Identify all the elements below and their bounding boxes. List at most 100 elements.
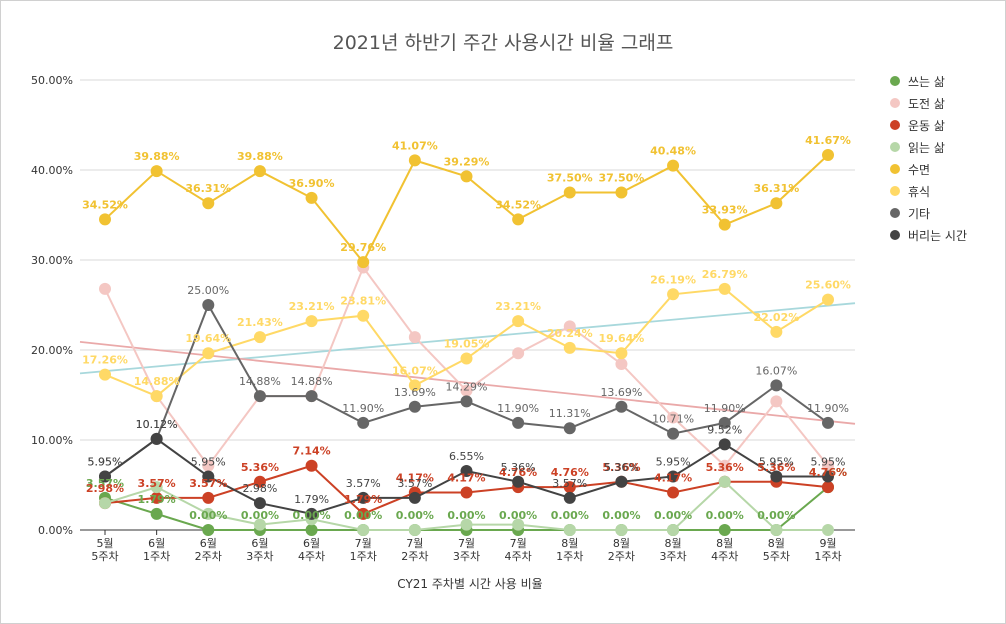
x-tick-label: 1주차 (556, 550, 583, 563)
data-label: 11.90% (807, 402, 849, 415)
x-tick-label: 1주차 (350, 550, 377, 563)
data-label: 25.60% (805, 279, 851, 292)
data-label: 23.21% (495, 300, 541, 313)
data-point (460, 384, 473, 397)
data-point (460, 170, 473, 183)
legend-swatch (890, 120, 900, 130)
data-label: 37.50% (547, 172, 593, 185)
data-label: 6.55% (449, 450, 484, 463)
data-point (408, 379, 421, 392)
data-label: 2.98% (242, 482, 277, 495)
data-label: 22.02% (753, 311, 799, 324)
data-label: 1.79% (344, 493, 382, 506)
data-point (667, 427, 680, 440)
x-tick-label: 7월 (406, 537, 423, 550)
data-label: 3.57% (552, 477, 587, 490)
x-tick-label: 5월 (96, 537, 113, 550)
legend-item: 운동 삶 (890, 114, 967, 136)
data-point (357, 416, 370, 429)
data-point (99, 368, 111, 381)
data-label: 13.69% (394, 386, 436, 399)
data-point (253, 331, 266, 344)
legend-item: 도전 삶 (890, 92, 967, 114)
data-label: 4.17% (447, 471, 485, 484)
data-label: 17.26% (82, 354, 128, 367)
y-tick-label: 40.00% (31, 164, 73, 177)
data-point (305, 191, 318, 204)
y-tick-label: 30.00% (31, 254, 73, 267)
data-point (667, 288, 680, 301)
data-point (357, 309, 370, 322)
data-point (305, 507, 318, 520)
data-label: 5.36% (604, 461, 639, 474)
data-label: 5.36% (602, 461, 640, 474)
data-label: 7.14% (292, 445, 330, 458)
data-point (667, 411, 680, 424)
legend-label: 읽는 삶 (908, 140, 945, 155)
data-label: 0.00% (654, 509, 692, 522)
data-label: 41.67% (805, 134, 851, 147)
x-tick-label: 5주차 (763, 550, 790, 563)
y-tick-label: 10.00% (31, 434, 73, 447)
x-tick-label: 1주차 (814, 550, 841, 563)
data-point (202, 470, 215, 483)
data-label: 3.57% (397, 477, 432, 490)
data-label: 4.17% (396, 471, 434, 484)
data-point (99, 470, 111, 483)
data-label: 4.76% (499, 466, 537, 479)
data-point (253, 497, 266, 510)
data-point (615, 357, 628, 370)
data-point (357, 256, 370, 269)
data-label: 11.90% (497, 402, 539, 415)
legend-swatch (890, 142, 900, 152)
data-point (460, 352, 473, 365)
data-label: 4.76% (809, 466, 847, 479)
x-tick-label: 6월 (251, 537, 268, 550)
data-label: 29.76% (340, 241, 386, 254)
data-label: 16.07% (755, 364, 797, 377)
data-label: 3.57% (346, 477, 381, 490)
data-label: 0.00% (241, 509, 279, 522)
data-point (408, 491, 421, 504)
x-tick-label: 8월 (716, 537, 733, 550)
data-label: 0.00% (706, 509, 744, 522)
data-label: 1.79% (138, 493, 176, 506)
data-point (615, 347, 628, 360)
data-point (563, 341, 576, 354)
x-tick-label: 5주차 (91, 550, 118, 563)
data-label: 5.95% (191, 455, 226, 468)
legend-item: 읽는 삶 (890, 136, 967, 158)
data-point (150, 390, 163, 403)
data-point (615, 475, 628, 488)
data-point (305, 390, 318, 403)
data-label: 11.90% (704, 402, 746, 415)
x-tick-label: 7월 (510, 537, 527, 550)
data-label: 0.00% (292, 509, 330, 522)
legend-swatch (890, 208, 900, 218)
data-point (822, 524, 834, 536)
data-point (512, 416, 525, 429)
data-point (460, 518, 473, 531)
data-point (718, 218, 731, 231)
data-label: 0.00% (344, 509, 382, 522)
data-point (667, 524, 680, 536)
x-tick-label: 8월 (665, 537, 682, 550)
legend-swatch (890, 186, 900, 196)
data-label: 3.57% (189, 477, 227, 490)
x-axis-title: CY21 주차별 시간 사용 비율 (397, 577, 543, 591)
data-point (822, 416, 834, 429)
y-tick-label: 50.00% (31, 74, 73, 87)
data-label: 5.36% (241, 461, 279, 474)
data-point (357, 491, 370, 504)
x-tick-label: 8월 (613, 537, 630, 550)
data-point (563, 481, 576, 494)
legend-item: 휴식 (890, 180, 967, 202)
legend-swatch (890, 164, 900, 174)
legend-label: 기타 (908, 206, 931, 221)
data-point (718, 438, 731, 451)
data-point (822, 470, 834, 483)
data-label: 39.29% (444, 155, 490, 168)
data-point (822, 293, 834, 306)
data-label: 19.64% (599, 332, 645, 345)
